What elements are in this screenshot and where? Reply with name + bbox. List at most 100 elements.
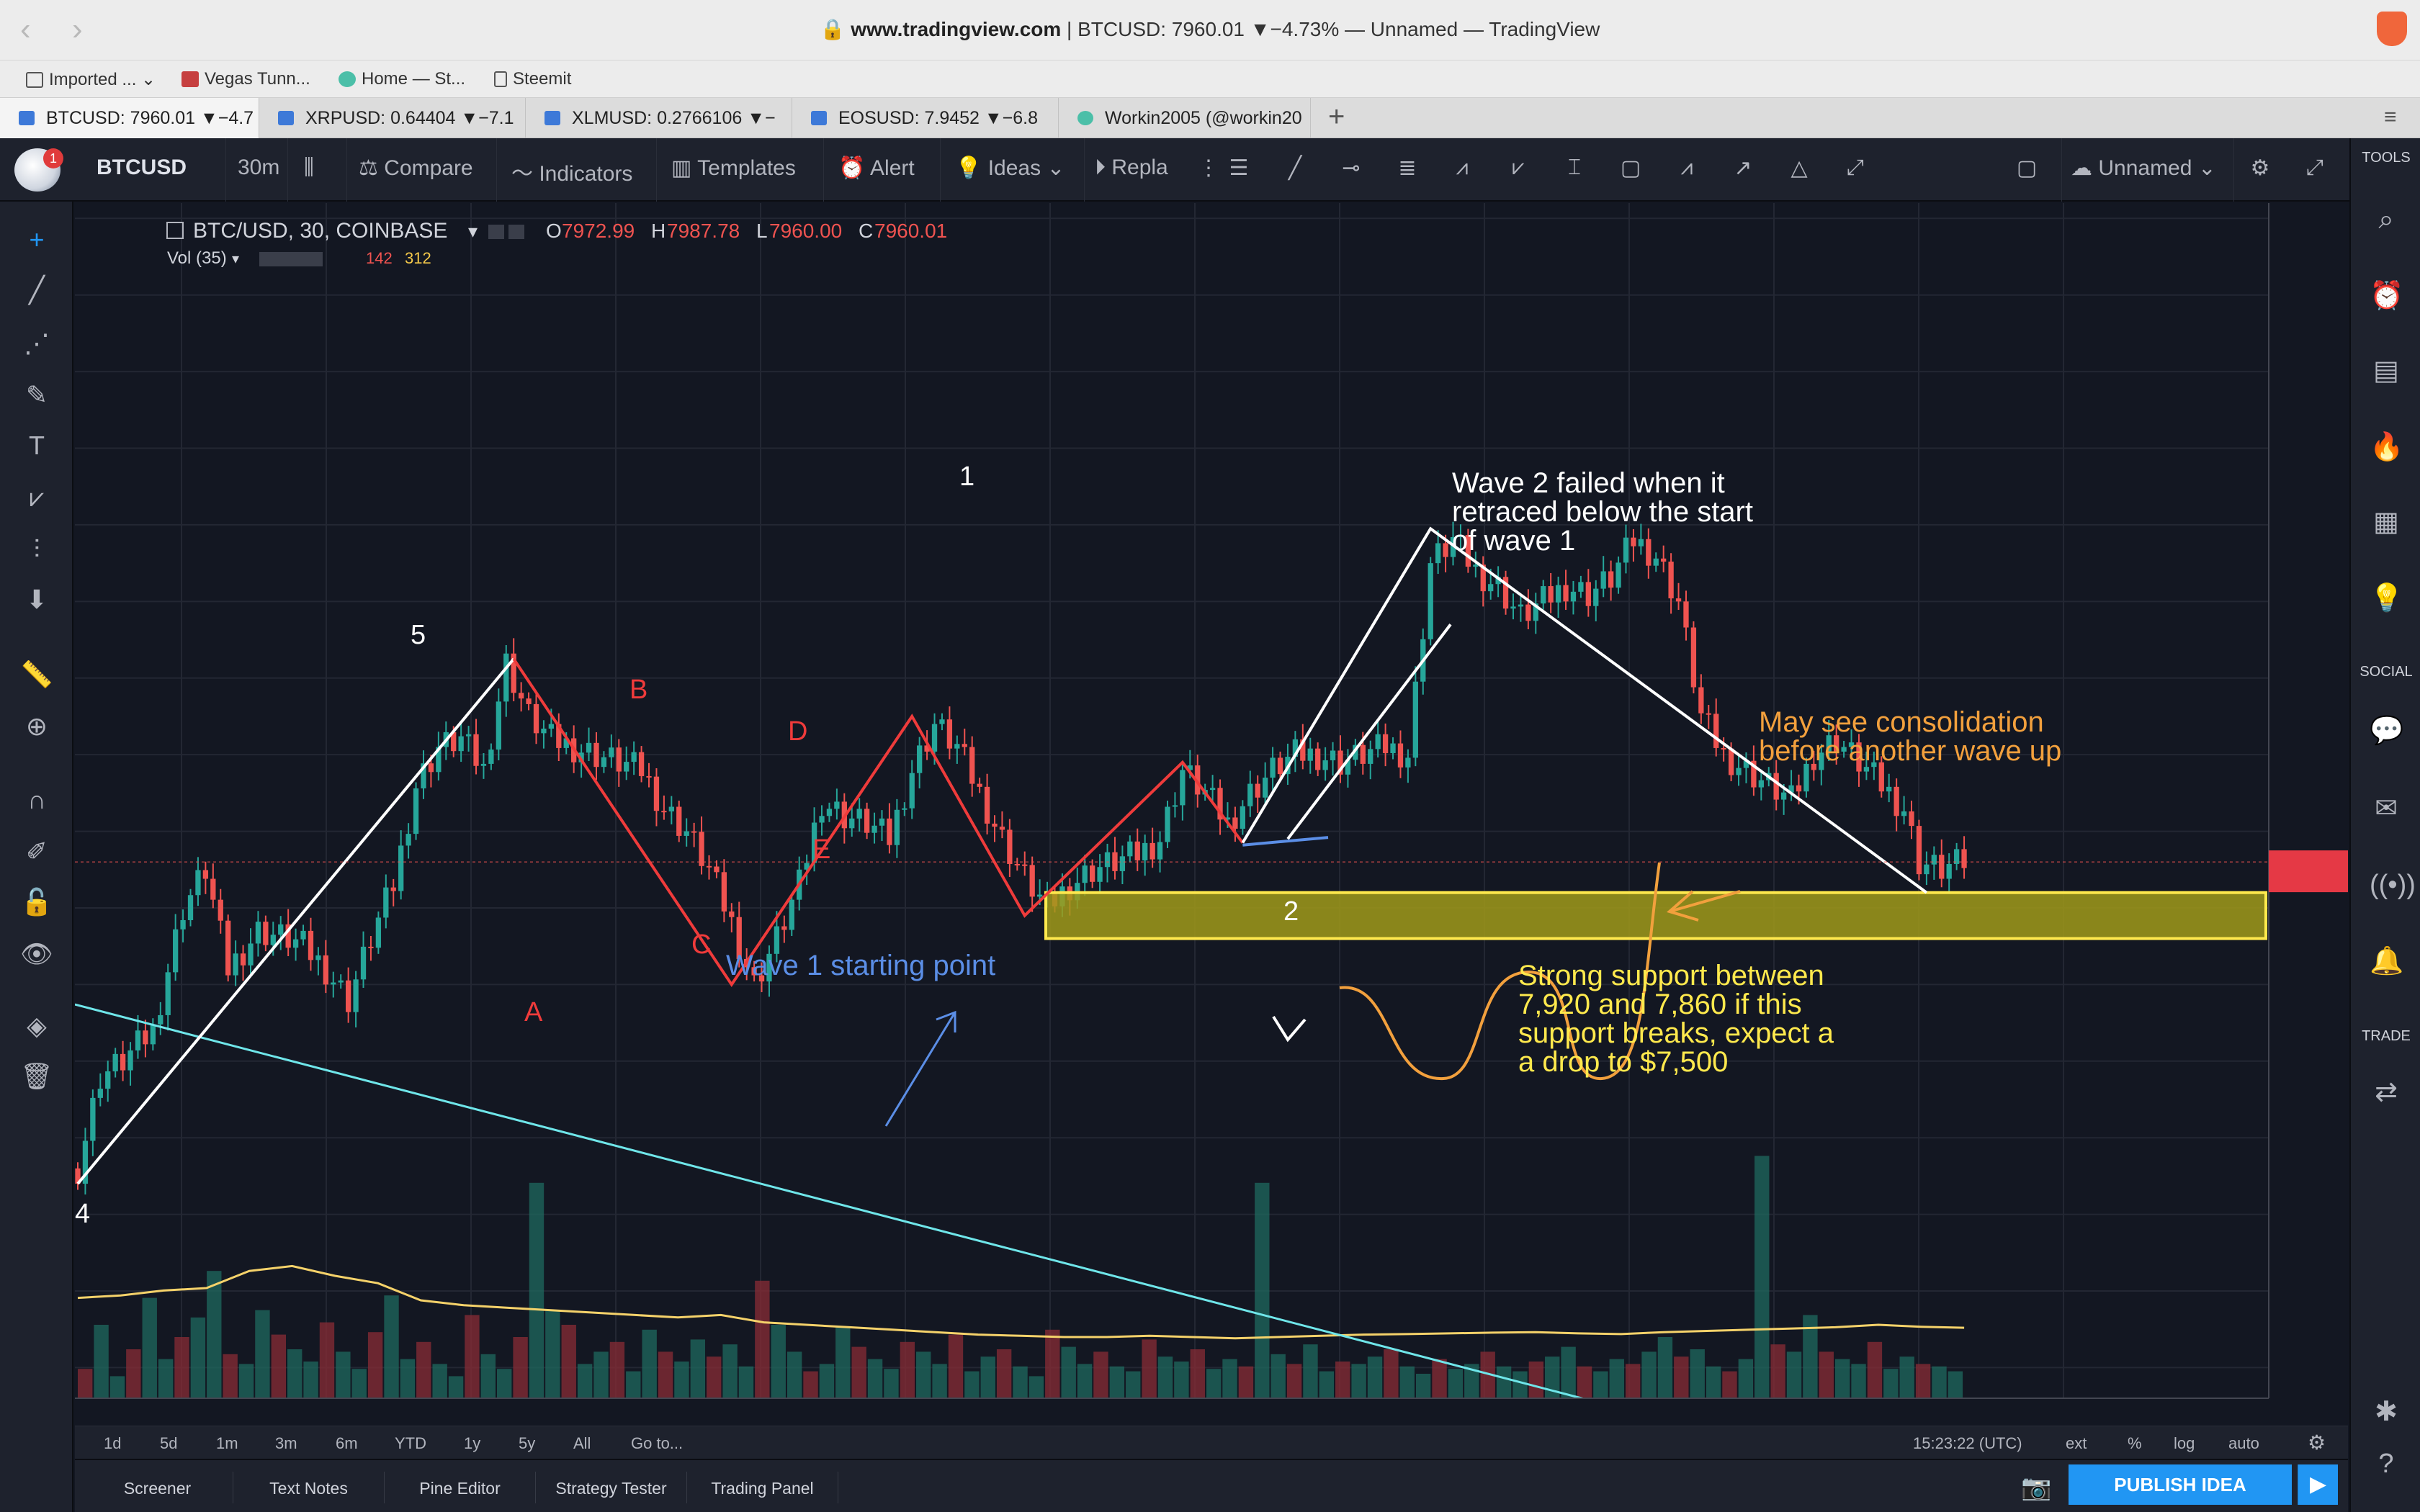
trend-line-icon[interactable]: ╱ (29, 275, 45, 305)
volume-legend-label[interactable]: Vol (35) (167, 248, 227, 268)
compare-button[interactable]: ⚖ Compare (347, 138, 497, 202)
auto-scale-toggle[interactable]: auto (2228, 1434, 2259, 1452)
private-chat-icon[interactable]: ✉ (2375, 793, 2398, 824)
chart-settings-gear-icon[interactable]: ⚙ (2308, 1431, 2326, 1454)
data-window-icon[interactable]: ▤ (2373, 356, 2399, 386)
symbol-search[interactable]: BTCUSD (82, 138, 226, 202)
text-tool-icon[interactable]: T (29, 431, 45, 460)
indicators-button[interactable]: 〜 Indicators (497, 138, 657, 202)
alert-button[interactable]: ⏰ Alert (824, 138, 941, 202)
range-ytd[interactable]: YTD (395, 1434, 426, 1452)
help-icon[interactable]: ? (2378, 1449, 2394, 1479)
fib-retracement-icon[interactable]: ≣ (1398, 156, 1417, 180)
collapse-legend-icon[interactable] (166, 222, 184, 239)
crosshair-icon[interactable]: + (29, 225, 45, 254)
save-layout-button[interactable]: ☁ Unnamed ⌄ (2061, 138, 2234, 202)
snapshot-camera-icon[interactable]: 📷 (2021, 1474, 2052, 1501)
tab-screener[interactable]: Screener (82, 1472, 233, 1503)
chat-icon[interactable]: 💬 (2370, 716, 2404, 746)
tab-list-menu-icon[interactable]: ≡ (2384, 105, 2397, 129)
range-3m[interactable]: 3m (275, 1434, 297, 1452)
volume-legend-buttons-icon[interactable] (259, 252, 323, 266)
clock-time[interactable]: 15:23:22 (UTC) (1913, 1434, 2022, 1452)
templates-button[interactable]: ▥ Templates (657, 138, 824, 202)
range-5y[interactable]: 5y (519, 1434, 536, 1452)
elliott-abcde-icon[interactable]: ⩗ (1512, 156, 1525, 179)
back-arrow-icon[interactable]: ‹ (20, 12, 31, 47)
legend-title[interactable]: BTC/USD, 30, COINBASE (193, 219, 447, 243)
down-arrow-icon[interactable]: ⬇ (25, 585, 48, 614)
bookmark-imported[interactable]: Imported ... ⌄ (26, 69, 156, 90)
replay-button[interactable]: ⏵ Repla (1085, 138, 1194, 202)
notification-badge[interactable]: 1 (43, 148, 63, 168)
bookmark-vegas[interactable]: Vegas Tunn... (182, 69, 310, 89)
tab-xrpusd[interactable]: XRPUSD: 0.64404 ▼−7.1 (259, 98, 526, 138)
range-6m[interactable]: 6m (336, 1434, 358, 1452)
streams-icon[interactable]: ((•)) (2370, 870, 2416, 900)
calendar-icon[interactable]: ▦ (2373, 507, 2399, 537)
percent-scale-toggle[interactable]: % (2128, 1434, 2142, 1452)
correction-wave-icon[interactable]: ⩘ (1680, 156, 1693, 179)
eye-icon[interactable]: 👁 (20, 939, 53, 968)
tab-eosusd[interactable]: EOSUSD: 7.9452 ▼−6.8 (792, 98, 1059, 138)
range-all[interactable]: All (573, 1434, 591, 1452)
elliott-wave-icon[interactable]: ⩘ (1456, 156, 1469, 179)
volume-legend-caret-icon[interactable]: ▾ (232, 251, 239, 267)
price-range-icon[interactable]: ⌶ (1568, 156, 1581, 179)
ideas-button[interactable]: 💡 Ideas ⌄ (941, 138, 1085, 202)
tab-btcusd[interactable]: BTCUSD: 7960.01 ▼−4.7 (0, 98, 259, 138)
goto-date-button[interactable]: Go to... (631, 1434, 684, 1452)
legend-eye-icon[interactable] (488, 225, 504, 239)
expand-icon[interactable]: ⤢ (2306, 156, 2323, 179)
triangle-icon[interactable]: △ (1791, 156, 1808, 180)
bug-report-icon[interactable]: ✱ (2375, 1397, 2398, 1427)
legend-title-caret-icon[interactable]: ▾ (468, 220, 478, 242)
ideas-stream-icon[interactable]: 💡 (2370, 583, 2404, 613)
pitchfork-icon[interactable]: ⋰ (24, 328, 50, 358)
prediction-icon[interactable]: ⫶ (33, 534, 40, 564)
interval-selector[interactable]: 30m (226, 138, 288, 202)
fullscreen-box-icon[interactable]: ▢ (2016, 156, 2038, 180)
range-5d[interactable]: 5d (160, 1434, 178, 1452)
trash-icon[interactable]: 🗑 (20, 1061, 53, 1091)
forward-arrow-icon[interactable]: › (72, 12, 83, 47)
hotlist-flame-icon[interactable]: 🔥 (2370, 432, 2404, 462)
pattern-icon[interactable]: ⩗ (29, 482, 45, 512)
path-icon[interactable]: ⤢ (1847, 156, 1864, 179)
alerts-clock-icon[interactable]: ⏰ (2370, 281, 2404, 311)
unlock-icon[interactable]: 🔓 (20, 887, 53, 917)
drag-handle-icon[interactable]: ⋮ (1198, 156, 1219, 180)
rectangle-icon[interactable]: ▢ (1620, 156, 1641, 180)
tab-workin[interactable]: Workin2005 (@workin20 (1059, 98, 1311, 138)
notifications-bell-icon[interactable]: 🔔 (2370, 946, 2404, 976)
layers-icon[interactable]: ◈ (27, 1011, 47, 1040)
tab-trading-panel[interactable]: Trading Panel (687, 1472, 838, 1503)
trading-panel-icon[interactable]: ⇄ (2375, 1077, 2398, 1107)
lock-drawing-icon[interactable]: ✐ (25, 837, 48, 866)
horizontal-ray-icon[interactable]: ⊸ (1342, 156, 1361, 180)
legend-settings-icon[interactable] (508, 225, 524, 239)
arrow-line-icon[interactable]: ↗ (1734, 156, 1752, 180)
bar-style-icon[interactable]: ⫼ (288, 138, 347, 202)
magnet-icon[interactable]: ∩ (27, 785, 46, 814)
tab-strategy-tester[interactable]: Strategy Tester (536, 1472, 687, 1503)
bookmark-home[interactable]: Home — St... (339, 69, 465, 89)
publish-play-icon[interactable]: ▶ (2298, 1464, 2338, 1505)
zoom-icon[interactable]: ⊕ (25, 711, 48, 741)
settings-gear-icon[interactable]: ⚙ (2250, 156, 2270, 180)
new-tab-plus-icon[interactable]: + (1328, 101, 1345, 132)
range-1d[interactable]: 1d (104, 1434, 122, 1452)
tab-pine-editor[interactable]: Pine Editor (385, 1472, 536, 1503)
horizontal-lines-icon[interactable]: ☰ (1229, 156, 1249, 180)
log-scale-toggle[interactable]: log (2174, 1434, 2195, 1452)
range-1y[interactable]: 1y (464, 1434, 481, 1452)
extended-hours-toggle[interactable]: ext (2066, 1434, 2087, 1452)
tab-text-notes[interactable]: Text Notes (233, 1472, 385, 1503)
tab-xlmusd[interactable]: XLMUSD: 0.2766106 ▼− (526, 98, 792, 138)
bookmark-steemit[interactable]: Steemit (494, 69, 571, 89)
brush-icon[interactable]: ✎ (25, 380, 48, 410)
ruler-icon[interactable]: 📏 (20, 660, 53, 689)
brave-icon[interactable] (2377, 12, 2407, 46)
trend-line-icon[interactable]: ╱ (1288, 156, 1302, 180)
range-1m[interactable]: 1m (216, 1434, 238, 1452)
